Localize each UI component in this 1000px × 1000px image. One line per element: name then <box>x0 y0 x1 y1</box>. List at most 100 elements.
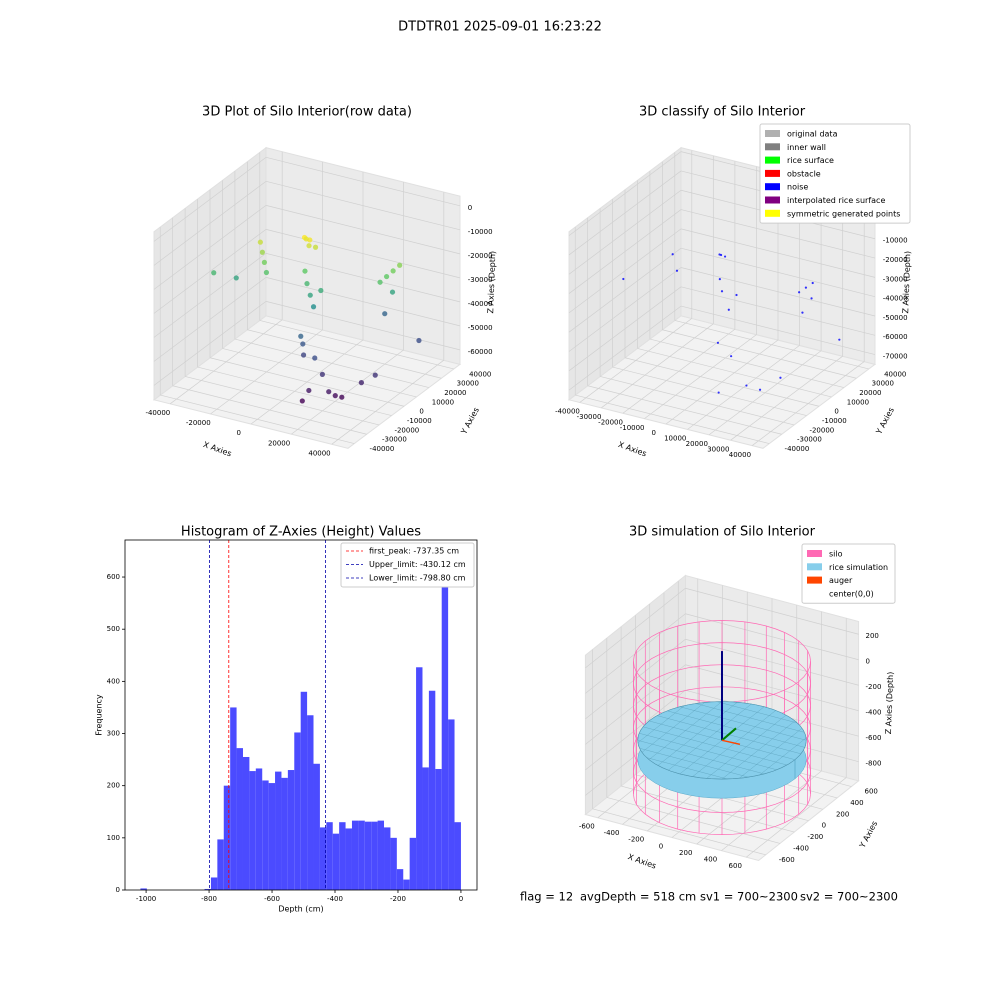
bar <box>403 879 410 890</box>
point <box>332 393 338 399</box>
y-tick-label: -10000 <box>822 417 847 425</box>
footer-text: sv2 = 700~2300 <box>800 890 898 904</box>
bar <box>140 888 147 890</box>
bar <box>351 820 359 890</box>
bar <box>371 821 378 890</box>
x-tick-label: -400 <box>604 829 620 837</box>
x-tick-label: -20000 <box>186 419 211 427</box>
bar <box>409 837 417 890</box>
point <box>358 380 364 386</box>
legend-label: Lower_limit: -798.80 cm <box>369 574 466 583</box>
z-tick-label: -600 <box>866 734 882 742</box>
z-tick-label: -60000 <box>883 333 908 341</box>
point <box>622 277 625 281</box>
z-tick-label: -400 <box>866 709 882 717</box>
y-tick-label: -400 <box>793 844 809 852</box>
x-tick-label: 400 <box>704 855 717 863</box>
y-tick-label: 400 <box>850 799 863 807</box>
z-tick-label: -800 <box>866 760 882 768</box>
point <box>719 253 723 257</box>
bar <box>441 556 449 890</box>
grid-line <box>265 205 461 255</box>
z-tick-label: 0 <box>866 658 870 666</box>
legend-label: auger <box>829 576 853 585</box>
point <box>804 286 808 289</box>
grid-line <box>575 394 770 444</box>
x-axis-label: X Axies <box>202 440 233 459</box>
grid-line <box>612 366 807 416</box>
grid-line <box>592 808 766 856</box>
point <box>326 389 332 395</box>
point <box>720 290 724 293</box>
plot-frame <box>124 539 478 891</box>
grid-line <box>680 305 876 355</box>
point <box>306 387 312 394</box>
chart-title: Histogram of Z-Axies (Height) Values <box>181 525 421 540</box>
point <box>298 333 304 339</box>
legend-box <box>340 542 475 588</box>
z-tick-label: -60000 <box>468 348 493 356</box>
x-axis-label: Depth (cm) <box>278 905 323 914</box>
y-tick-label: 10000 <box>432 398 454 406</box>
x-tick-label: -600 <box>579 823 595 831</box>
bar <box>255 768 263 890</box>
bar <box>364 821 372 890</box>
y-tick-label: -20000 <box>394 426 419 434</box>
grid-line <box>568 267 682 352</box>
grid-line <box>209 357 405 407</box>
x-tick-label: 600 <box>729 862 742 870</box>
point <box>718 278 721 281</box>
legend-swatch <box>765 196 780 204</box>
legend-label: noise <box>787 183 808 192</box>
y-tick-label: -40000 <box>370 445 395 453</box>
legend-label: obstacle <box>787 169 821 178</box>
z-tick-label: -20000 <box>883 256 908 264</box>
z-tick-label: -40000 <box>883 295 908 303</box>
legend-label: original data <box>787 130 838 139</box>
legend-swatch <box>807 576 822 584</box>
grid-line <box>153 181 267 266</box>
z-tick-label: -70000 <box>883 353 908 361</box>
x-tick-label: -1000 <box>136 895 156 903</box>
point <box>838 338 841 341</box>
bar <box>435 768 442 890</box>
bar <box>300 691 308 890</box>
point <box>304 280 310 287</box>
point <box>377 279 383 285</box>
x-axis-label: X Axies <box>627 852 658 871</box>
grid-line <box>680 228 876 278</box>
bar <box>390 837 397 890</box>
x-tick-label: 200 <box>679 849 692 857</box>
legend-swatch <box>765 143 780 151</box>
grid-line <box>680 247 876 298</box>
y-tick-label: 40000 <box>884 370 906 378</box>
point <box>233 275 239 281</box>
bar <box>281 777 288 890</box>
y-tick-label: 30000 <box>457 380 479 388</box>
x-tick-label: -200 <box>390 895 406 903</box>
rice-mesh <box>695 703 805 733</box>
point <box>257 239 263 245</box>
x-tick-label: -20000 <box>598 418 623 426</box>
grid-line <box>153 157 267 242</box>
z-tick-label: -40000 <box>468 300 493 308</box>
bar <box>242 756 250 890</box>
bar <box>345 828 352 890</box>
grid-line <box>685 664 859 712</box>
rice-mesh <box>759 737 807 776</box>
point <box>716 341 720 344</box>
figure-title: DTDTR01 2025-09-01 16:23:22 <box>398 20 602 35</box>
legend-label: interpolated rice surface <box>787 196 885 205</box>
point <box>300 341 306 347</box>
footer-text: flag = 12 <box>520 890 573 904</box>
legend-swatch <box>807 550 822 557</box>
legend-swatch <box>765 130 780 137</box>
point <box>300 352 307 358</box>
x-tick-label: 0 <box>236 429 240 437</box>
rice-mesh <box>706 714 787 779</box>
grid-line <box>680 267 876 317</box>
grid-line <box>568 151 682 236</box>
point <box>675 269 679 272</box>
point <box>259 249 265 255</box>
grid-line <box>185 376 380 426</box>
